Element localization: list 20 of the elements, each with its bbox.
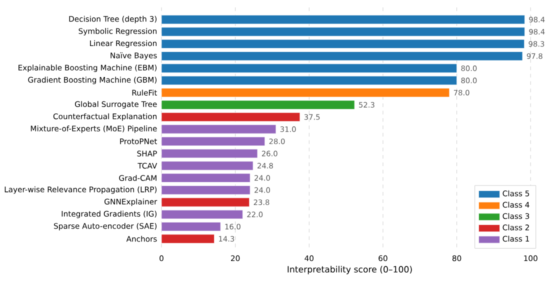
bar xyxy=(161,149,258,158)
bar xyxy=(161,222,221,232)
bar xyxy=(161,64,457,74)
bar xyxy=(161,88,450,98)
bar xyxy=(161,40,525,49)
bar xyxy=(161,174,250,183)
bar xyxy=(161,161,254,171)
bar xyxy=(161,234,214,244)
bar xyxy=(161,210,243,220)
bar xyxy=(161,137,266,146)
bar xyxy=(161,186,250,195)
bar xyxy=(161,15,525,24)
bar xyxy=(161,198,250,208)
bar xyxy=(161,76,457,86)
bar xyxy=(161,100,355,110)
bar xyxy=(161,124,276,134)
bar xyxy=(161,27,525,37)
bar xyxy=(161,52,523,61)
bar xyxy=(161,112,300,122)
x-axis-title: Interpretability score (0–100) xyxy=(288,266,412,274)
